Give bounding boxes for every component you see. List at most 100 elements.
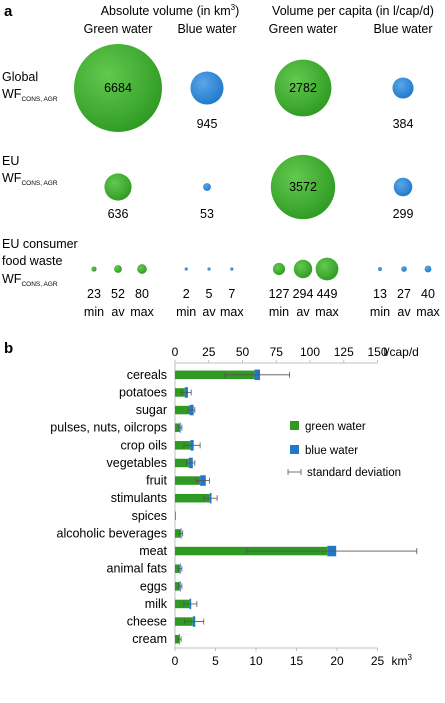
bar-green-stimulants (175, 493, 210, 503)
bar-green-cream (175, 634, 180, 644)
bubble-stat-label: min (84, 305, 104, 319)
category-label-stimulants: stimulants (111, 491, 167, 505)
top-axis-tick-label: 100 (300, 345, 320, 359)
bubble-stat-label: av (296, 305, 310, 319)
bubble-stat-label: min (176, 305, 196, 319)
bar-green-sugar (175, 405, 190, 415)
bubble-food-waste-1-min (184, 267, 188, 271)
legend-label-sd: standard deviation (307, 467, 401, 479)
bubble-stat-label: max (315, 305, 339, 319)
group-header-absolute: Absolute volume (in km3) (101, 3, 240, 18)
category-label-spices: spices (132, 509, 167, 523)
bubble-food-waste-3-max (424, 265, 432, 273)
bubble-food-waste-2-max (315, 257, 339, 281)
bar-green-spices (175, 511, 176, 521)
bar-green-milk (175, 599, 190, 609)
bubble-value-label: 636 (108, 207, 129, 221)
category-label-animal-fats: animal fats (107, 562, 167, 576)
bubble-stat-label: max (130, 305, 154, 319)
bottom-axis-tick-label: 25 (371, 654, 385, 668)
bubble-food-waste-2-min (272, 262, 286, 276)
bar-green-animal-fats (175, 564, 180, 573)
bubble-stat-label: min (269, 305, 289, 319)
bubble-value-label: 299 (393, 207, 414, 221)
bar-green-vegetables (175, 458, 189, 468)
bubble-0-3 (392, 77, 414, 99)
category-label-cereals: cereals (127, 368, 167, 382)
bubble-food-waste-0-av (114, 265, 122, 273)
bubble-0-0 (74, 44, 162, 132)
bubble-1-2 (270, 154, 336, 220)
category-label-vegetables: vegetables (107, 456, 167, 470)
bar-green-fruit (175, 476, 201, 485)
bubble-1-0 (104, 173, 132, 201)
bubble-food-waste-3-av (401, 266, 407, 272)
group-header-per-capita: Volume per capita (in l/cap/d) (272, 4, 434, 18)
bubble-stat-label: max (220, 305, 244, 319)
legend-label-blue: blue water (305, 445, 358, 457)
panel-a-label: a (4, 3, 13, 20)
bubble-value-label: 5 (206, 287, 213, 301)
bar-green-potatoes (175, 388, 185, 397)
bottom-axis-tick-label: 15 (290, 654, 304, 668)
bar-green-cereals (175, 370, 255, 380)
bubble-value-label: 7 (228, 287, 235, 301)
category-label-cheese: cheese (127, 615, 167, 629)
bubble-value-label: 52 (111, 287, 125, 301)
bubble-value-label: 40 (421, 287, 435, 301)
bubble-food-waste-0-min (91, 266, 97, 272)
bottom-axis-unit: km3 (392, 653, 413, 668)
bubble-value-label: 449 (317, 287, 338, 301)
bubble-stat-label: max (416, 305, 440, 319)
category-label-alcoholic-beverages: alcoholic beverages (57, 526, 168, 540)
category-label-potatoes: potatoes (119, 385, 167, 399)
category-label-cream: cream (132, 632, 167, 646)
bottom-axis-tick-label: 0 (172, 654, 179, 668)
bubble-value-label: 945 (197, 117, 218, 131)
category-label-eggs: eggs (140, 579, 167, 593)
category-label-crop-oils: crop oils (120, 438, 167, 452)
bubble-stat-label: av (111, 305, 125, 319)
top-axis-tick-label: 0 (172, 345, 179, 359)
bubble-value-label: 2782 (289, 81, 317, 95)
bubble-value-label: 13 (373, 287, 387, 301)
bubble-stat-label: av (397, 305, 411, 319)
bottom-axis-tick-label: 10 (249, 654, 263, 668)
top-axis-tick-label: 50 (236, 345, 250, 359)
bar-green-crop-oils (175, 441, 191, 450)
bubble-value-label: 53 (200, 207, 214, 221)
bubble-1-3 (393, 177, 413, 197)
bottom-axis-tick-label: 20 (330, 654, 344, 668)
bar-green-pulses-nuts-oilcrops (175, 423, 180, 432)
bubble-stat-label: av (202, 305, 216, 319)
bottom-axis-tick-label: 5 (212, 654, 219, 668)
row-label-global: Global WFCONS, AGR (2, 70, 58, 103)
top-axis-tick-label: 25 (202, 345, 216, 359)
category-label-milk: milk (145, 597, 168, 611)
bubble-food-waste-3-min (378, 267, 382, 271)
bar-green-eggs (175, 582, 180, 591)
bubble-value-label: 6684 (104, 81, 132, 95)
top-axis-tick-label: 150 (367, 345, 387, 359)
bubble-0-2 (274, 59, 332, 117)
subheader-blue-per-capita: Blue water (373, 22, 432, 36)
bubble-value-label: 3572 (289, 180, 317, 194)
category-label-sugar: sugar (136, 403, 167, 417)
row-label-eu: EU WFCONS, AGR (2, 154, 58, 187)
bubble-0-1 (190, 71, 224, 105)
panel-b-label: b (4, 340, 13, 357)
bubble-value-label: 384 (393, 117, 414, 131)
legend-swatch-blue (290, 445, 299, 454)
bubble-value-label: 294 (293, 287, 314, 301)
subheader-green-absolute: Green water (84, 22, 153, 36)
row-label-food-waste: EU consumer food waste WFCONS, AGR (2, 237, 81, 288)
bubble-1-1 (203, 183, 211, 191)
bubble-value-label: 27 (397, 287, 411, 301)
bubble-value-label: 2 (183, 287, 190, 301)
legend-swatch-green (290, 421, 299, 430)
bubble-food-waste-1-av (207, 267, 211, 271)
bubble-food-waste-2-av (293, 259, 313, 279)
